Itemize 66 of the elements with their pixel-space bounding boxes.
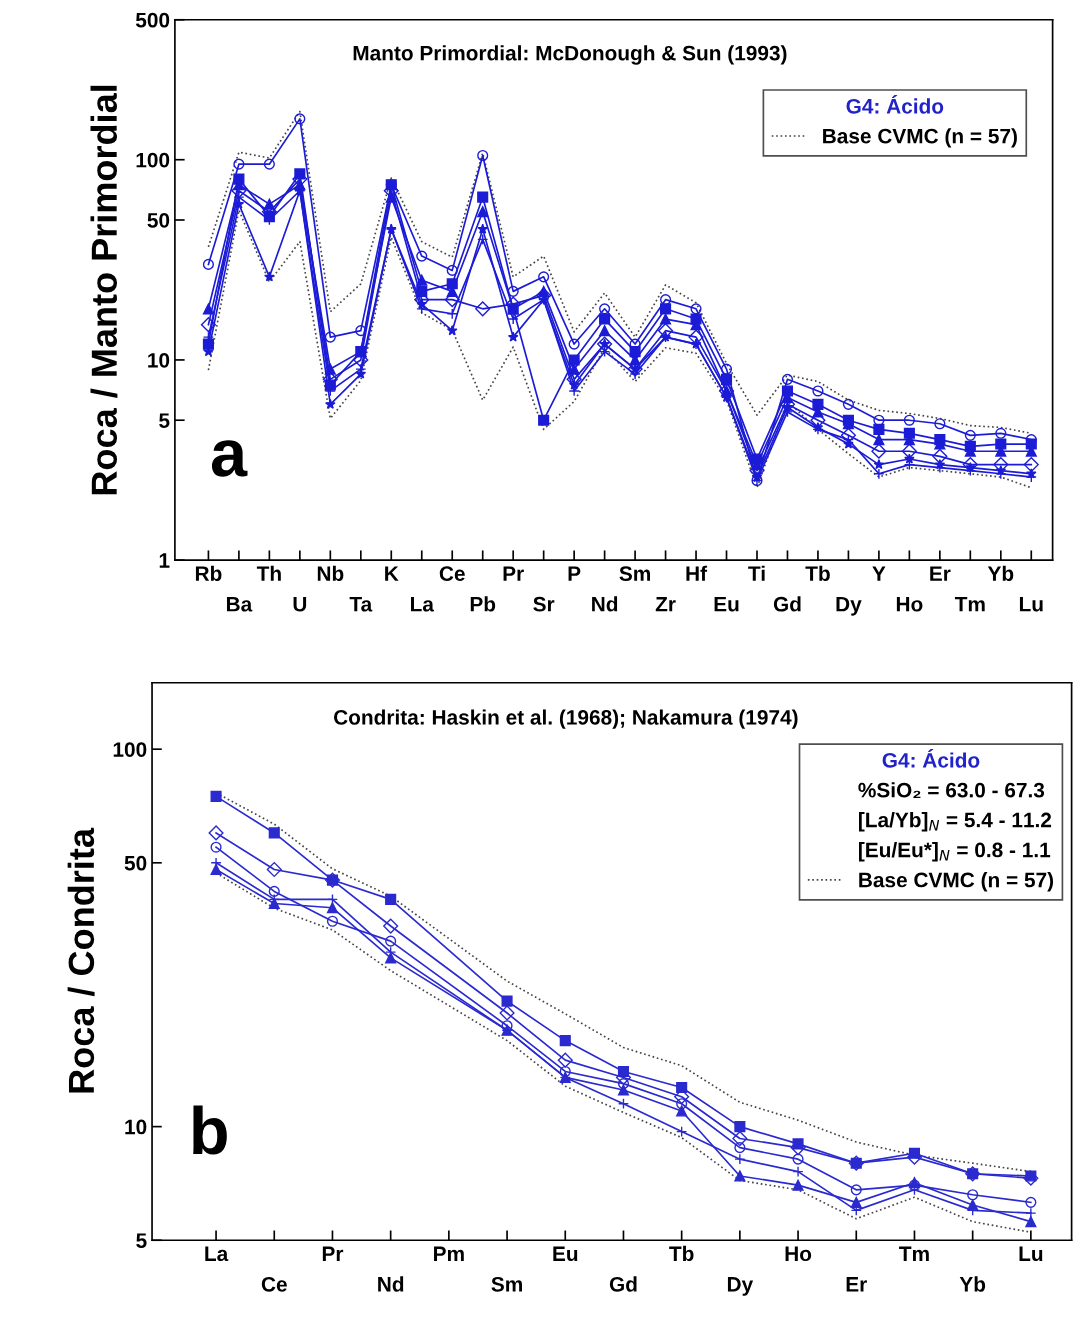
y-tick-label: 100 — [113, 742, 147, 757]
x-tick-label: Dy — [836, 597, 862, 616]
x-tick-label: Nb — [317, 565, 344, 582]
legend-title: G4: Ácido — [882, 749, 980, 768]
x-tick-label: Hf — [686, 565, 708, 581]
x-tick-label: P — [568, 566, 581, 581]
x-tick-label: Sm — [619, 566, 651, 582]
x-tick-label: Pr — [503, 566, 524, 581]
annotation: b — [193, 1105, 227, 1155]
text: Manto Primordial: McDonough & Sun (1993) — [353, 45, 787, 65]
x-tick-label: Sm — [491, 1276, 522, 1292]
x-tick-label: Yb — [987, 565, 1014, 582]
x-tick-label: Y — [872, 566, 886, 581]
y-tick-label: 100 — [136, 152, 170, 168]
x-tick-label: Nd — [592, 596, 618, 612]
x-tick-label: Ho — [785, 1246, 812, 1262]
x-tick-label: Ho — [896, 597, 923, 612]
x-tick-label: U — [293, 597, 307, 612]
legend-title: G4: Ácido — [846, 94, 944, 114]
y-axis-title: Roca / Manto Primordial — [90, 85, 118, 495]
y-tick-label: 10 — [125, 1119, 147, 1135]
x-tick-label: La — [410, 597, 435, 612]
x-tick-label: Nd — [378, 1276, 404, 1292]
x-tick-label: Rb — [195, 565, 222, 582]
x-tick-label: Ce — [439, 566, 465, 582]
annotation: %SiO₂ = 63.0 - 67.3 — [858, 782, 1045, 798]
y-tick-label: 1 — [159, 553, 170, 568]
y-axis-title: Roca / Condrita — [67, 827, 95, 1093]
y-tick-label: 5 — [159, 413, 170, 428]
x-tick-label: Th — [256, 565, 281, 581]
x-tick-label: Sr — [533, 596, 555, 612]
x-tick-label: Tb — [805, 565, 830, 582]
x-tick-label: Eu — [714, 597, 739, 612]
x-tick-label: Zr — [655, 597, 676, 612]
y-tick-label: 50 — [124, 855, 147, 871]
x-tick-label: La — [205, 1246, 229, 1262]
x-tick-label: Tb — [669, 1245, 694, 1262]
x-tick-label: Tm — [954, 597, 985, 612]
annotation: [Eu/Eu*]$_{N}$ = 0.8 - 1.1 — [859, 842, 1051, 862]
x-tick-label: Yb — [959, 1276, 986, 1292]
x-tick-label: Ba — [226, 597, 253, 612]
x-tick-label: Dy — [727, 1277, 754, 1296]
x-tick-label: K — [385, 566, 399, 581]
x-tick-label: Pb — [470, 596, 496, 612]
x-tick-label: Lu — [1019, 597, 1043, 612]
legend-label: Base CVMC (n = 57) — [859, 872, 1054, 892]
x-tick-label: Ce — [261, 1276, 287, 1292]
y-tick-label: 500 — [135, 12, 170, 28]
x-tick-label: Tm — [899, 1246, 929, 1261]
x-tick-label: Er — [930, 566, 951, 581]
x-tick-label: Lu — [1019, 1246, 1043, 1262]
x-tick-label: Er — [846, 1277, 867, 1292]
legend-label: Base CVMC (n = 57) — [823, 128, 1017, 148]
annotation: a — [211, 440, 248, 477]
y-tick-label: 5 — [136, 1233, 147, 1248]
x-tick-label: Ti — [748, 565, 765, 581]
x-tick-label: Pm — [434, 1246, 464, 1261]
x-tick-label: Ta — [349, 597, 373, 612]
x-tick-label: Eu — [553, 1246, 578, 1262]
y-tick-label: 50 — [147, 212, 170, 228]
x-tick-label: Gd — [609, 1276, 637, 1292]
x-tick-label: Gd — [773, 596, 801, 612]
annotation: [La/Yb]$_{N}$ = 5.4 - 11.2 — [859, 812, 1052, 832]
y-tick-label: 10 — [148, 352, 170, 368]
x-tick-label: Pr — [322, 1246, 344, 1261]
text: Condrita: Haskin et al. (1968); Nakamura (1974) — [334, 709, 798, 729]
